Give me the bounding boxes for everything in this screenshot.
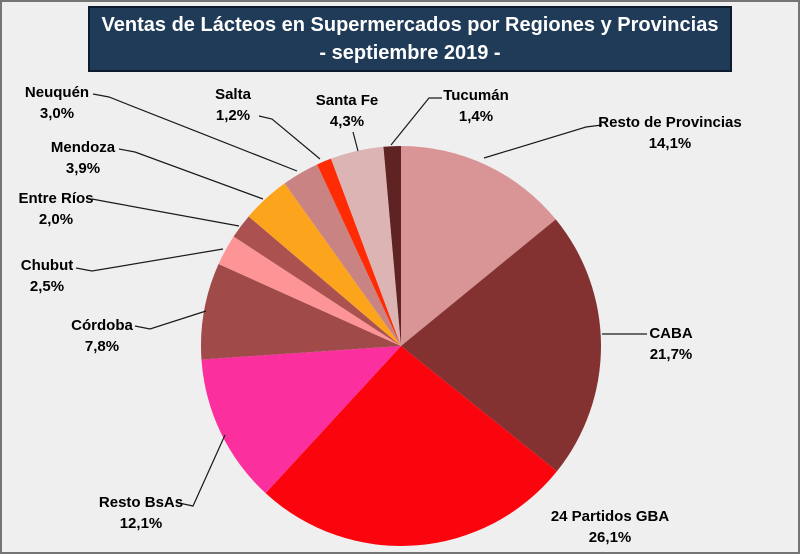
leader-line-resto-bsas [178, 434, 226, 507]
leader-line-chubut [75, 248, 224, 272]
slice-label-chubut: Chubut 2,5% [21, 257, 73, 295]
chart-title-line2: - septiembre 2019 - [319, 42, 501, 64]
leader-line-tucuman [390, 97, 442, 146]
pie-slice-entre-rios [233, 216, 401, 346]
slice-label-cordoba: Córdoba 7,8% [71, 317, 133, 355]
pie-slice-caba [401, 219, 601, 472]
pie-slice-resto-bsas [201, 346, 401, 494]
leader-line-salta [258, 115, 321, 160]
slice-label-neuquen: Neuquén 3,0% [25, 84, 89, 122]
leader-line-resto-de-provincias [483, 124, 603, 159]
leader-line-entre-rios [91, 198, 240, 227]
slice-label-24-partidos-gba: 24 Partidos GBA 26,1% [551, 508, 670, 546]
pie-slice-neuquen [284, 164, 401, 346]
chart-title-line1: Ventas de Lácteos en Supermercados por R… [101, 14, 719, 36]
pie-slice-mendoza [248, 183, 401, 346]
leader-line-mendoza [118, 148, 264, 200]
slice-label-resto-de-provincias: Resto de Provincias 14,1% [598, 114, 741, 152]
leader-line-cordoba [134, 310, 207, 330]
pie-slice-cordoba [201, 264, 401, 360]
slice-label-salta: Salta 1,2% [215, 86, 252, 124]
pie-slice-resto-de-provincias [401, 146, 556, 346]
leader-line-santa-fe [352, 131, 359, 152]
slice-label-santa-fe: Santa Fe 4,3% [316, 92, 379, 130]
chart-title-box: Ventas de Lácteos en Supermercados por R… [88, 6, 732, 72]
slice-label-resto-bsas: Resto BsAs 12,1% [99, 494, 183, 532]
slice-label-mendoza: Mendoza 3,9% [51, 139, 116, 177]
pie-slice-santa-fe [330, 146, 401, 346]
pie-slice-salta [317, 158, 401, 346]
pie-slice-chubut [218, 236, 401, 346]
slice-label-caba: CABA 21,7% [649, 325, 692, 363]
pie-slice-24-partidos-gba [265, 346, 557, 546]
slice-label-entre-rios: Entre Ríos 2,0% [18, 190, 93, 228]
pie-slice-tucuman [383, 146, 401, 346]
leader-line-neuquen [92, 93, 298, 172]
slice-label-tucuman: Tucumán 1,4% [443, 87, 509, 125]
